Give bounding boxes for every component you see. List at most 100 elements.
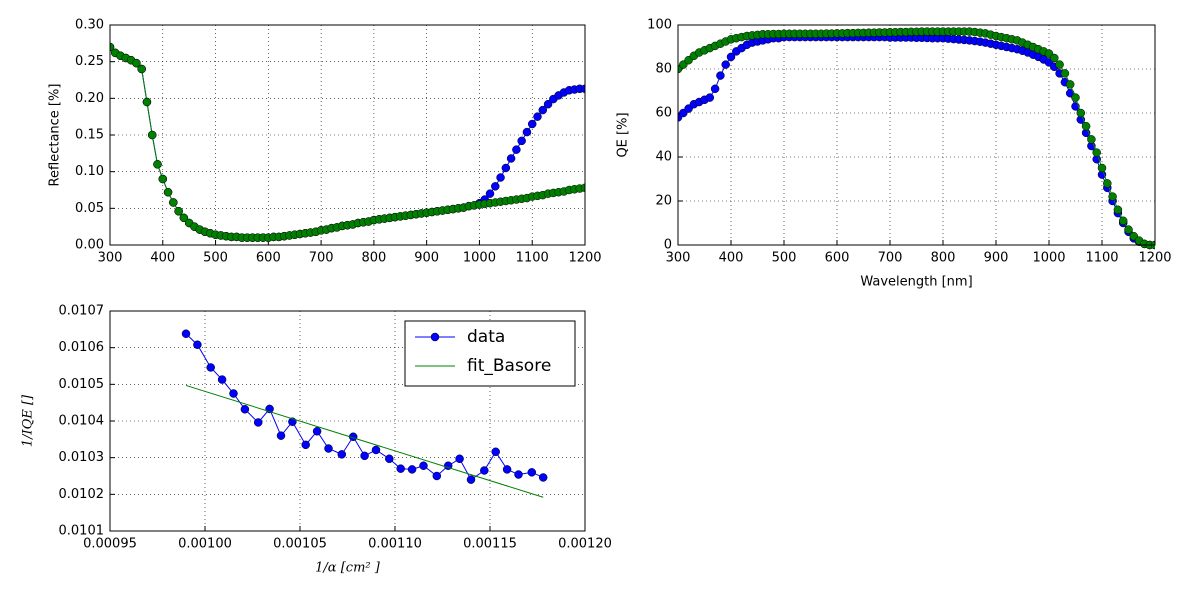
data-point [1097, 163, 1107, 173]
data-point [142, 97, 152, 107]
data-point [1050, 53, 1059, 63]
x-tick-label: 500 [203, 251, 228, 266]
data-point [137, 64, 146, 74]
x-tick-label: 0.00095 [83, 537, 137, 552]
data-point [726, 52, 736, 62]
data-point [512, 145, 521, 154]
data-point [1087, 135, 1096, 144]
data-point [432, 471, 442, 481]
data-point [1060, 69, 1070, 78]
data-point [253, 418, 263, 427]
x-tick-label: 900 [414, 251, 439, 266]
data-point [132, 58, 141, 68]
data-point [538, 473, 548, 482]
data-point [217, 375, 227, 384]
x-tick-label: 800 [361, 251, 386, 266]
data-point [385, 454, 394, 464]
y-tick-label: 0.15 [75, 128, 104, 143]
data-point [1118, 216, 1128, 226]
data-point [206, 363, 215, 372]
y-tick-label: 0.05 [75, 201, 104, 216]
data-point [163, 187, 173, 197]
data-point [522, 127, 532, 137]
data-point [301, 440, 310, 450]
data-point [110, 42, 115, 52]
data-point [502, 465, 512, 474]
x-tick-label: 300 [666, 251, 691, 266]
data-point [147, 130, 157, 140]
legend-box [404, 320, 576, 387]
data-point [538, 105, 548, 115]
x-tick-label: 1100 [1085, 251, 1118, 266]
legend-label: fit_Basore [467, 356, 551, 376]
axis-box [109, 24, 586, 246]
y-tick-label: 0.0103 [59, 450, 105, 465]
data-point [580, 84, 585, 94]
data-point [179, 213, 189, 223]
plot [110, 42, 585, 242]
data-point [485, 189, 495, 198]
y-tick-label: 0.0101 [59, 524, 105, 539]
data-point [501, 163, 511, 173]
x-tick-label: 1200 [1138, 251, 1171, 266]
data-point [1124, 225, 1133, 234]
x-tick-label: 700 [878, 251, 903, 266]
data-point [543, 99, 553, 109]
y-tick-label: 0.30 [75, 18, 104, 33]
x-tick-label: 700 [309, 251, 334, 266]
y-axis-label: Reflectance [%] [48, 84, 63, 187]
x-tick-label: 0.00100 [178, 537, 232, 552]
x-tick-label: 400 [150, 251, 175, 266]
data-point [705, 93, 715, 102]
y-tick-label: 20 [655, 194, 672, 209]
data-point [1071, 93, 1080, 102]
y-tick-label: 0.0107 [59, 304, 105, 319]
x-axis-label: Wavelength [nm] [860, 275, 972, 290]
data-point [174, 207, 183, 216]
axis-box [677, 24, 1156, 246]
y-tick-label: 0.0106 [59, 340, 105, 355]
data-point [506, 154, 516, 163]
data-point [517, 136, 526, 146]
data-point [1103, 179, 1112, 188]
data-point [153, 160, 162, 169]
x-tick-label: 1000 [1032, 251, 1065, 266]
data-point [1065, 80, 1075, 89]
x-tick-label: 900 [984, 251, 1009, 266]
data-point [240, 405, 250, 414]
data-point [158, 174, 168, 184]
y-tick-label: 100 [647, 18, 672, 33]
data-point [1092, 148, 1101, 157]
y-axis-label: 1/IQE [] [21, 394, 36, 447]
series-line [678, 31, 1155, 246]
data-point [514, 470, 523, 479]
data-point [466, 475, 476, 484]
data-point [1081, 121, 1091, 131]
data-point [1108, 192, 1117, 201]
x-tick-label: 500 [772, 251, 797, 266]
x-tick-label: 800 [931, 251, 956, 266]
x-tick-label: 600 [825, 251, 850, 266]
data-point [371, 445, 381, 455]
x-tick-label: 0.00120 [558, 537, 612, 552]
y-tick-label: 0.0104 [59, 414, 105, 429]
data-point [580, 183, 585, 193]
data-point [181, 329, 191, 338]
x-tick-label: 0.00110 [368, 537, 422, 552]
axis-box [109, 310, 586, 532]
data-point [193, 340, 202, 349]
y-tick-label: 0.0105 [59, 377, 105, 392]
plot [678, 27, 1155, 250]
data-point [491, 447, 500, 457]
legend-label: data [467, 327, 505, 347]
y-tick-label: 0.10 [75, 164, 104, 179]
data-point [721, 60, 730, 69]
x-tick-label: 1000 [463, 251, 496, 266]
data-point [1113, 205, 1123, 215]
data-point [229, 389, 238, 398]
y-tick-label: 60 [655, 106, 672, 121]
y-tick-label: 0.0102 [59, 487, 105, 502]
data-point [480, 466, 489, 475]
